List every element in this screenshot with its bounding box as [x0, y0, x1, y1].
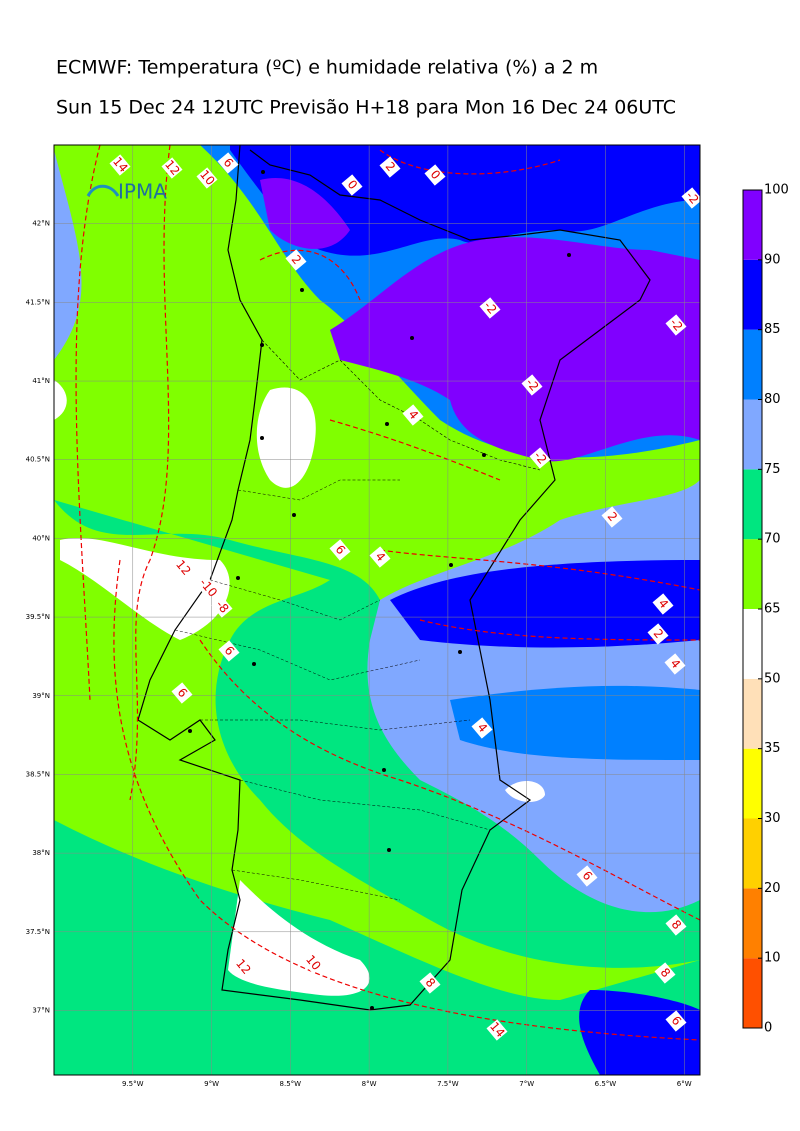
contour-label-bg: [161, 157, 183, 179]
x-tick-label: 9°W: [204, 1080, 219, 1088]
colorbar-segment: [743, 399, 762, 470]
contour-label-bg: [197, 577, 219, 599]
contour-label-bg: [576, 865, 598, 887]
colorbar-segment: [743, 190, 762, 260]
map-field: [54, 145, 700, 1075]
contour-label-bg: [232, 956, 254, 978]
contour-label-bg: [109, 154, 131, 176]
contour-label-bg: [329, 539, 351, 561]
contour-label-bg: [479, 297, 501, 319]
colorbar-segment: [743, 329, 762, 400]
contour-label-bg: [601, 506, 623, 528]
contour-label-bg: [379, 156, 401, 178]
contour-label-bg: [285, 249, 307, 271]
contour-label-bg: [654, 962, 676, 984]
map-frame: [53, 144, 701, 1076]
contour-label-bg: [681, 187, 703, 209]
contour-label-bg: [341, 174, 363, 196]
title: ECMWF: Temperatura (ºC) e humidade relat…: [56, 57, 598, 79]
logo-arc: [86, 184, 120, 197]
contour-label-bg: [647, 623, 669, 645]
colorbar-label: 10: [764, 951, 781, 966]
contour-label-bg: [471, 717, 493, 739]
x-tick-label: 9.5°W: [122, 1080, 144, 1088]
colorbar-label: 0: [764, 1021, 772, 1036]
contour-label-bg: [652, 593, 674, 615]
contour-label-bg: [665, 914, 687, 936]
x-tick-label: 7°W: [519, 1080, 534, 1088]
colorbar-segment: [743, 888, 762, 959]
x-tick-label: 8°W: [362, 1080, 377, 1088]
contour-label-bg: [302, 952, 324, 974]
colorbar-segment: [743, 958, 762, 1028]
y-tick-label: 42°N: [32, 220, 50, 228]
contour-label-bg: [424, 164, 446, 186]
colorbar-label: 80: [764, 392, 781, 407]
contour-label-bg: [171, 682, 193, 704]
logo: IPMA: [118, 180, 167, 204]
colorbar-label: 30: [764, 811, 781, 826]
contour-labels: 14 12 106 200-22-2-2-24-226 412-10-8 42646468…: [109, 152, 703, 1041]
contour-label-bg: [665, 314, 687, 336]
colorbar-label: 65: [764, 602, 781, 617]
colorbar-label: 75: [764, 462, 781, 477]
y-tick-label: 39°N: [32, 692, 50, 700]
y-tick-label: 40°N: [32, 534, 50, 542]
colorbar-segment: [743, 678, 762, 749]
y-tick-label: 37.5°N: [26, 928, 50, 936]
colorbar-label: 20: [764, 881, 781, 896]
y-tick-label: 41.5°N: [26, 298, 50, 306]
colorbar-segment: [743, 818, 762, 889]
colorbar-label: 100: [764, 183, 789, 198]
y-tick-label: 38°N: [32, 849, 50, 857]
y-tick-label: 40.5°N: [26, 456, 50, 464]
contour-label-bg: [664, 653, 686, 675]
contour-label-bg: [217, 152, 239, 174]
y-tick-label: 39.5°N: [26, 613, 50, 621]
contour-label-bg: [419, 972, 441, 994]
colorbar-segment: [743, 259, 762, 330]
colorbar-label: 70: [764, 532, 781, 547]
x-tick-label: 7.5°W: [437, 1080, 459, 1088]
x-tick-label: 6.5°W: [595, 1080, 617, 1088]
x-tick-label: 8.5°W: [280, 1080, 302, 1088]
colorbar-label: 35: [764, 741, 781, 756]
contour-label-bg: [665, 1010, 687, 1032]
colorbar-label: 90: [764, 252, 781, 267]
x-tick-label: 6°W: [677, 1080, 692, 1088]
colorbar-segment: [743, 469, 762, 540]
colorbar-label: 85: [764, 322, 781, 337]
contour-label-bg: [211, 596, 233, 618]
contour-label-bg: [196, 167, 218, 189]
y-tick-label: 41°N: [32, 377, 50, 385]
contour-label-bg: [172, 557, 194, 579]
y-tick-label: 38.5°N: [26, 770, 50, 778]
colorbar-segment: [743, 539, 762, 609]
contour-label-bg: [402, 404, 424, 426]
contour-label-bg: [369, 546, 391, 568]
colorbar-segment: [743, 748, 762, 819]
y-tick-label: 37°N: [32, 1006, 50, 1014]
contour-label-bg: [529, 447, 551, 469]
contour-label-bg: [218, 640, 240, 662]
graticule: 9.5°W 9°W 8.5°W 8°W 7.5°W 7°W 6.5°W 6°W 42°N 41.5…: [26, 145, 700, 1088]
colorbar-label: 50: [764, 671, 781, 686]
subtitle: Sun 15 Dec 24 12UTC Previsão H+18 para M…: [56, 97, 676, 119]
contour-label-bg: [521, 374, 543, 396]
contour-label-bg: [486, 1019, 508, 1041]
colorbar-segment: [743, 609, 762, 679]
colorbar: 0 10 20 30 35 50 65 70 75 80 85 90 100: [742, 183, 789, 1036]
